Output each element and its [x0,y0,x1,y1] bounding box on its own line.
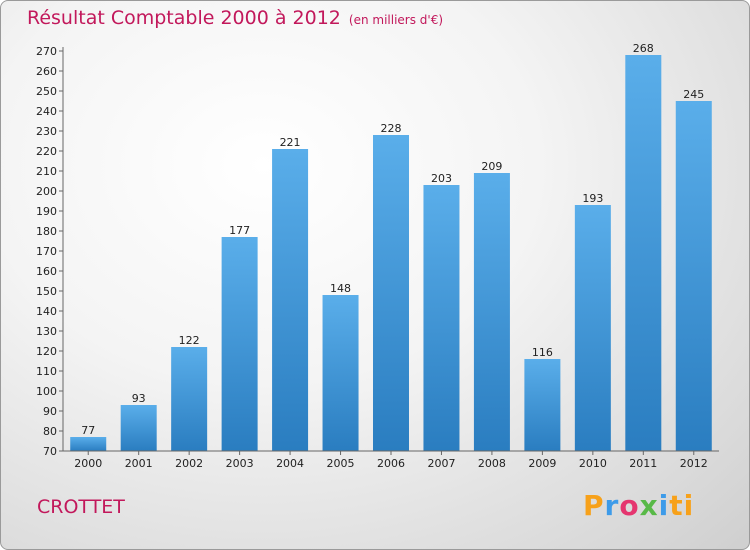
x-tick-label: 2003 [226,457,254,470]
bar-2006 [373,135,409,451]
bar-value-label: 203 [431,172,452,185]
y-tick-label: 150 [36,285,57,298]
bar-2004 [272,149,309,451]
x-tick-label: 2008 [478,457,506,470]
bar-value-label: 245 [683,88,704,101]
y-tick-label: 240 [36,105,57,118]
bar-value-label: 93 [132,392,146,405]
bar-value-label: 122 [179,334,200,347]
y-tick-label: 220 [36,145,57,158]
bar-2000 [70,437,107,451]
place-name: CROTTET [37,496,125,518]
proxiti-logo: Proxiti [583,489,694,522]
logo-letter: P [583,489,605,522]
bar-value-label: 148 [330,282,351,295]
y-tick-label: 260 [36,65,57,78]
y-tick-label: 160 [36,265,57,278]
logo-letter: x [639,489,659,522]
bar-2012 [675,101,712,451]
y-tick-label: 180 [36,225,57,238]
bar-2005 [322,295,359,451]
x-tick-label: 2010 [579,457,607,470]
bar-2007 [423,185,460,451]
logo-letter: o [619,489,640,522]
y-tick-label: 170 [36,245,57,258]
y-tick-label: 140 [36,305,57,318]
y-tick-label: 120 [36,345,57,358]
bar-value-label: 116 [532,346,553,359]
y-axis: 70 80 90 100 110 120 130 140 150 160 170 180 190 200 2… [36,45,64,458]
x-tick-label: 2005 [327,457,355,470]
bar-2009 [524,359,561,451]
bar-value-label: 193 [582,192,603,205]
bar-value-label: 209 [481,160,502,173]
y-tick-label: 230 [36,125,57,138]
bar-value-label: 177 [229,224,250,237]
x-tick-label: 2006 [377,457,405,470]
x-tick-label: 2012 [680,457,708,470]
x-tick-label: 2002 [175,457,203,470]
y-tick-label: 200 [36,185,57,198]
bar-2003 [221,237,258,451]
bar-2001 [120,405,157,451]
bar-value-label: 77 [81,424,95,437]
bar-value-label: 221 [280,136,301,149]
logo-letter: i [658,489,670,522]
bar-2008 [473,173,510,451]
y-tick-label: 100 [36,385,57,398]
chart-title: Résultat Comptable 2000 à 2012 (en millie… [27,7,443,29]
logo-letter: i [683,489,695,522]
bars: 77 93 122 177 221 148 228 203 209 116 193 268 245 [70,42,712,451]
x-tick-label: 2007 [427,457,455,470]
y-tick-label: 270 [36,45,57,58]
logo-letter: t [669,489,684,522]
x-tick-label: 2009 [528,457,556,470]
logo-letter: r [604,489,620,522]
bar-value-label: 268 [633,42,654,55]
bar-2002 [171,347,208,451]
bar-2011 [625,55,662,451]
y-tick-label: 250 [36,85,57,98]
x-tick-label: 2011 [629,457,657,470]
y-tick-label: 190 [36,205,57,218]
y-tick-label: 130 [36,325,57,338]
y-tick-label: 210 [36,165,57,178]
x-axis: 2000 2001 2002 2003 2004 2005 2006 2007 2008 2009… [63,450,719,470]
y-tick-label: 110 [36,365,57,378]
x-tick-label: 2000 [74,457,102,470]
chart-title-text: Résultat Comptable 2000 à 2012 [27,7,341,29]
x-tick-label: 2004 [276,457,304,470]
bar-2010 [574,205,611,451]
bar-value-label: 228 [381,122,402,135]
y-tick-label: 80 [43,425,57,438]
x-tick-label: 2001 [125,457,153,470]
chart-subtitle: (en milliers d'€) [348,13,444,27]
y-tick-label: 90 [43,405,57,418]
y-tick-label: 70 [43,445,57,458]
